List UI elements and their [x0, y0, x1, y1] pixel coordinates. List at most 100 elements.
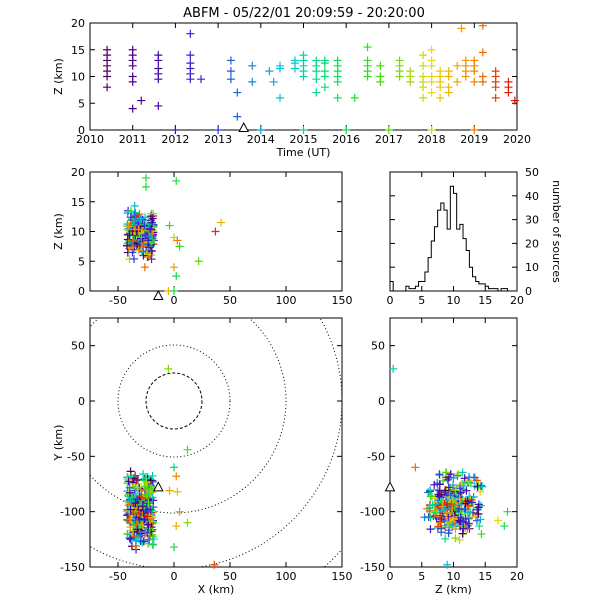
z-y-point [445, 523, 454, 532]
time-height-point [444, 83, 453, 92]
x-tick-label: 2012 [161, 133, 189, 146]
x-z-panel: -50 0 50 100 150 0 5 10 15 20 Z (km) [52, 166, 353, 307]
plan-point [136, 531, 145, 540]
time-height-point [312, 88, 321, 97]
axis-frame [389, 317, 518, 568]
x-z-point [134, 225, 143, 234]
time-height-point [470, 77, 479, 86]
plan-point [131, 516, 140, 525]
z-y-point [411, 463, 420, 472]
plan-point [144, 498, 153, 507]
z-y-point [477, 530, 486, 539]
x-axis-label: Time (UT) [276, 146, 331, 159]
z-y-point [463, 508, 472, 517]
y-tick-label: 40 [525, 190, 539, 203]
time-height-point [248, 61, 257, 70]
x-tick-label: 50 [223, 570, 237, 583]
time-height-point [478, 21, 487, 30]
plan-point [127, 472, 136, 481]
plan-point [126, 467, 135, 476]
figure-title: ABFM - 05/22/01 20:09:59 - 20:20:00 [183, 6, 425, 21]
y-axis-label: Z (km) [52, 58, 65, 95]
time-height-point [453, 77, 462, 86]
y-tick-label: -150 [60, 561, 85, 574]
time-height-point [491, 93, 500, 102]
range-ring [117, 344, 231, 458]
x-tick-label: 10 [447, 570, 461, 583]
plan-point [144, 535, 153, 544]
z-y-point [435, 480, 444, 489]
z-y-point [451, 486, 460, 495]
plan-point [142, 499, 151, 508]
z-y-point [443, 560, 452, 569]
z-y-point [503, 507, 512, 516]
plan-point [135, 508, 144, 517]
plan-point [170, 543, 178, 552]
range-rings [90, 318, 342, 567]
x-z-point [170, 263, 178, 272]
time-height-point [427, 72, 436, 81]
plan-point [129, 509, 138, 518]
x-z-point [128, 248, 137, 257]
z-y-point [446, 491, 455, 500]
time-height-point [128, 45, 137, 54]
x-z-point [136, 214, 145, 223]
x-tick-label: 5 [418, 294, 425, 307]
x-tick-label: 50 [223, 294, 237, 307]
x-tick-label: 2013 [204, 133, 232, 146]
time-height-point [154, 101, 163, 110]
time-height-point [171, 126, 180, 134]
z-y-point [436, 511, 445, 520]
x-z-point [125, 237, 134, 246]
plan-point [133, 525, 142, 534]
time-height-point [384, 126, 393, 134]
x-tick-label: 0 [171, 294, 178, 307]
time-height-point [186, 29, 195, 38]
x-z-point [142, 182, 150, 191]
y-tick-label: -100 [60, 506, 85, 519]
plan-point [175, 507, 184, 516]
time-height-point [470, 56, 479, 65]
z-y-point [435, 518, 444, 527]
x-z-point [129, 236, 138, 245]
z-y-point [441, 468, 450, 477]
time-height-point [269, 77, 278, 86]
z-y-point [475, 522, 484, 531]
z-y-point [437, 506, 446, 515]
z-y-point [458, 529, 467, 538]
plan-point [183, 445, 192, 454]
y-tick-label: 50 [71, 340, 85, 353]
z-y-point [437, 528, 446, 537]
time-height-point [276, 61, 285, 70]
x-z-point [170, 287, 178, 295]
z-y-point [455, 535, 464, 544]
x-axis-label: Z (km) [435, 583, 472, 596]
plan-point [142, 492, 151, 501]
y-tick-label: 15 [71, 44, 85, 57]
z-y-point [464, 519, 473, 528]
x-z-point [130, 210, 139, 219]
z-y-point [465, 513, 474, 522]
x-tick-label: 2015 [290, 133, 318, 146]
time-height-point [312, 56, 321, 65]
x-z-point [137, 233, 146, 242]
x-z-point [142, 173, 150, 182]
range-ring [90, 318, 342, 567]
time-height-point [154, 64, 163, 73]
time-height-point [457, 24, 466, 33]
time-height-panel: 2010 2011 2012 2013 2014 2015 2016 2017 2018 2019… [52, 17, 531, 159]
x-tick-label: 15 [478, 294, 492, 307]
x-tick-label: 2010 [76, 133, 104, 146]
time-height-point [333, 56, 342, 65]
plan-point [131, 499, 140, 508]
y-tick-label: 10 [71, 71, 85, 84]
station-marker [152, 481, 164, 492]
y-tick-label: 20 [71, 17, 85, 30]
time-height-point [436, 67, 445, 76]
time-height-point [290, 56, 299, 65]
z-y-point [465, 473, 474, 482]
plan-point [148, 493, 157, 502]
time-height-point [226, 75, 235, 84]
